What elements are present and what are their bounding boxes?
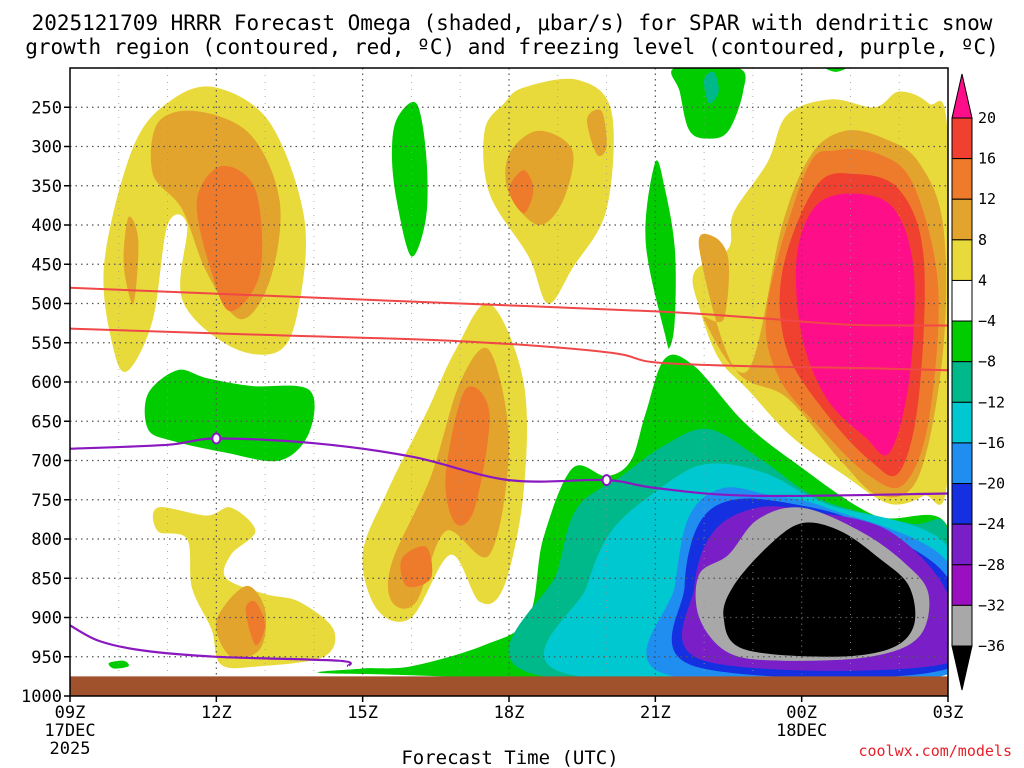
colorbar-swatch-11	[951, 523, 973, 566]
x-axis-label: Forecast Time (UTC)	[401, 747, 618, 768]
colorbar-swatch-6	[951, 320, 973, 363]
dgz-lower-line	[70, 327, 948, 372]
y-tick-label-550: 550	[31, 334, 62, 354]
shaded-green-dot	[108, 660, 129, 669]
shaded-green-upper-strip	[391, 101, 428, 257]
plot-inner	[70, 68, 948, 696]
colorbar-label-7: −12	[978, 393, 1005, 411]
colorbar-swatch-4	[951, 239, 973, 281]
colorbar-swatch-3	[951, 198, 973, 241]
credit-text: coolwx.com/models	[858, 742, 1012, 760]
shaded-orange-lt-left-sliver	[123, 216, 139, 304]
colorbar-swatch-9	[951, 442, 973, 485]
ground-fill	[70, 676, 948, 696]
x-tick-label-15Z: 15Z	[347, 703, 378, 723]
shaded-green-mid-left	[144, 369, 315, 462]
freezing-level-label-marker-1	[211, 432, 222, 445]
y-tick-label-800: 800	[31, 530, 62, 550]
shaded-green-narrow-spike	[645, 160, 676, 349]
x-tick-date-09Z: 17DEC	[44, 721, 95, 741]
plot-area: 250 300 350 400 450 500 550 600 650 700 750 800 850 9…	[21, 67, 964, 759]
x-tick-date-00Z: 18DEC	[776, 721, 827, 741]
freezing-level-label-marker-2	[601, 474, 612, 487]
shaded-orange-left-low	[245, 600, 266, 646]
y-tick-label-400: 400	[31, 216, 62, 236]
shaded-green-top-right-a	[671, 68, 746, 139]
x-tick-label-18Z: 18Z	[494, 703, 525, 723]
colorbar-swatch-2	[951, 158, 973, 200]
shaded-green-top-right-b	[825, 68, 846, 72]
y-tick-label-650: 650	[31, 412, 62, 432]
shaded-orange-mid-upper-a	[509, 170, 534, 214]
colorbar-label-12: −32	[978, 596, 1005, 614]
y-tick-label-300: 300	[31, 138, 62, 158]
x-tick-label-09Z: 09Z	[55, 703, 86, 723]
x-tick-label-12Z: 12Z	[201, 703, 232, 723]
colorbar-swatch-13	[951, 604, 973, 647]
colorbar-label-11: −28	[978, 556, 1005, 574]
freezing-level-line	[70, 437, 948, 498]
colorbar-label-3: 8	[978, 231, 987, 249]
colorbar-swatch-1	[951, 117, 973, 160]
shaded-teal-top-right-a	[703, 71, 719, 104]
y-tick-label-450: 450	[31, 255, 62, 275]
colorbar-label-0: 20	[978, 109, 996, 127]
x-tick-year-09Z: 2025	[50, 739, 91, 759]
y-tick-label-600: 600	[31, 373, 62, 393]
y-tick-label-950: 950	[31, 648, 62, 668]
colorbar-label-2: 12	[978, 190, 996, 208]
shaded-orange-left-cell	[196, 165, 263, 312]
shaded-orange-mid-low-b	[400, 546, 433, 588]
shaded-black-lower	[723, 522, 916, 657]
colorbar-label-6: −8	[978, 353, 996, 371]
x-tick-label-03Z: 03Z	[933, 703, 964, 723]
colorbar-label-4: 4	[978, 271, 987, 289]
colorbar-swatch-8	[951, 401, 973, 444]
y-tick-label-900: 900	[31, 609, 62, 629]
y-tick-label-700: 700	[31, 452, 62, 472]
y-tick-label-350: 350	[31, 177, 62, 197]
colorbar-label-10: −24	[978, 515, 1005, 533]
colorbar-swatch-7	[951, 361, 973, 403]
x-tick-label-21Z: 21Z	[640, 703, 671, 723]
y-tick-label-250: 250	[31, 98, 62, 118]
colorbar-label-13: −36	[978, 637, 1005, 655]
colorbar: 20 16 12 8 4 −4 −8 −12 −16 −20 −24 −28 −32 −36	[951, 73, 1005, 691]
colorbar-swatch-12	[951, 564, 973, 606]
shaded-orange-mid-upper-b	[586, 109, 607, 157]
colorbar-swatch-10	[951, 483, 973, 525]
y-tick-label-750: 750	[31, 491, 62, 511]
y-tick-label-500: 500	[31, 295, 62, 315]
dgz-upper-line	[70, 286, 948, 327]
x-tick-label-00Z: 00Z	[786, 703, 817, 723]
freezing-level-low-line	[70, 624, 352, 668]
colorbar-swatch-5	[951, 279, 973, 322]
colorbar-swatch-14	[951, 645, 973, 691]
y-tick-label-1000: 1000	[21, 687, 62, 707]
colorbar-label-8: −16	[978, 434, 1005, 452]
colorbar-label-5: −4	[978, 312, 996, 330]
colorbar-label-1: 16	[978, 150, 996, 168]
chart-title-line-2: growth region (contoured, red, ºC) and f…	[25, 35, 999, 59]
chart-title-line-1: 2025121709 HRRR Forecast Omega (shaded, …	[32, 11, 993, 35]
colorbar-label-9: −20	[978, 475, 1005, 493]
y-tick-label-850: 850	[31, 569, 62, 589]
